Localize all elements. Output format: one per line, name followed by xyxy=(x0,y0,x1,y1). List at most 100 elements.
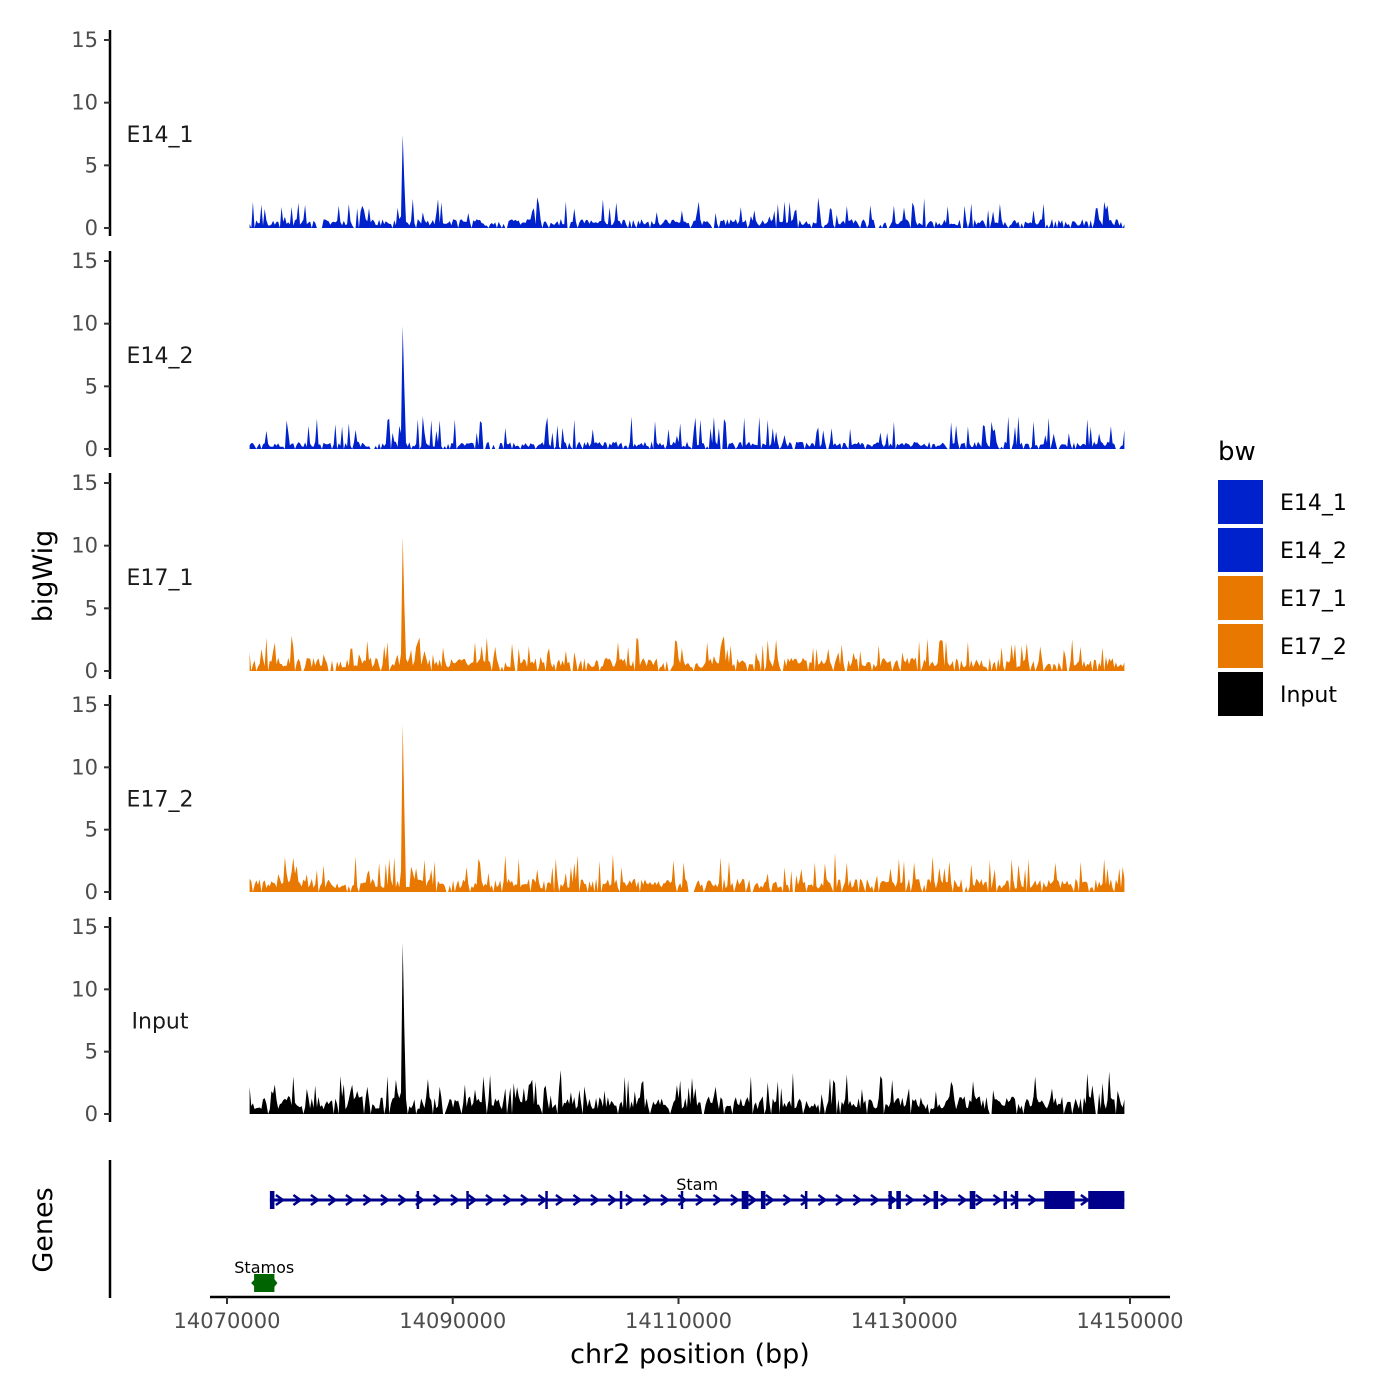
y-tick-label: 10 xyxy=(71,534,98,558)
y-tick-label: 15 xyxy=(71,693,98,717)
strand-arrow xyxy=(975,1193,986,1207)
exon xyxy=(896,1191,901,1209)
legend-swatch xyxy=(1218,576,1263,620)
legend-swatch xyxy=(1218,624,1263,668)
strand-arrow xyxy=(590,1193,601,1207)
genes-track: Stam Stamos xyxy=(108,1160,1125,1298)
strand-arrow xyxy=(1080,1193,1091,1207)
y-axis-title: bigWig xyxy=(28,530,59,623)
legend-entry: Input xyxy=(1218,672,1337,716)
strand-arrow xyxy=(380,1193,391,1207)
signal-area xyxy=(249,942,1125,1114)
y-tick-label: 0 xyxy=(85,437,98,461)
strand-arrow xyxy=(432,1193,443,1207)
y-tick-label: 15 xyxy=(71,249,98,273)
exon xyxy=(741,1191,749,1209)
track-label: E14_1 xyxy=(127,123,194,148)
y-tick-label: 5 xyxy=(85,374,98,398)
strand-arrow xyxy=(800,1193,811,1207)
y-tick-label: 15 xyxy=(71,471,98,495)
strand-arrow xyxy=(397,1193,408,1207)
exon xyxy=(1014,1191,1019,1209)
legend-entry: E17_2 xyxy=(1218,624,1347,668)
legend-swatch xyxy=(1218,672,1263,716)
exon xyxy=(545,1191,548,1209)
strand-arrow xyxy=(712,1193,723,1207)
legend-entry: E14_1 xyxy=(1218,480,1347,524)
strand-arrow xyxy=(765,1193,776,1207)
exon xyxy=(269,1191,275,1209)
y-tick-label: 15 xyxy=(71,915,98,939)
signal-area xyxy=(249,326,1125,449)
x-tick-label: 14110000 xyxy=(625,1309,732,1333)
exon xyxy=(933,1191,939,1209)
track-e14-1: 0 5 10 15 E14_1 xyxy=(71,28,1125,240)
track-e14-2: 0 5 10 15 E14_2 xyxy=(71,249,1125,461)
strand-arrow xyxy=(292,1193,303,1207)
strand-arrow xyxy=(572,1193,583,1207)
y-tick-label: 10 xyxy=(71,977,98,1001)
y-tick-label: 0 xyxy=(85,880,98,904)
strand-arrow xyxy=(275,1193,286,1207)
track-label: Input xyxy=(132,1010,189,1035)
genes-axis-title: Genes xyxy=(28,1187,59,1272)
strand-arrow xyxy=(362,1193,373,1207)
track-input: 0 5 10 15 Input xyxy=(71,915,1125,1126)
strand-arrow xyxy=(957,1193,968,1207)
strand-arrow xyxy=(905,1193,916,1207)
y-tick-label: 0 xyxy=(85,659,98,683)
strand-arrow xyxy=(310,1193,321,1207)
strand-arrow xyxy=(660,1193,671,1207)
strand-arrow xyxy=(607,1193,618,1207)
strand-arrow xyxy=(450,1193,461,1207)
strand-arrow xyxy=(922,1193,933,1207)
legend-label: E14_1 xyxy=(1280,491,1347,516)
exon xyxy=(760,1191,766,1209)
legend-label: E17_1 xyxy=(1280,587,1347,612)
strand-arrow xyxy=(730,1193,741,1207)
strand-arrow xyxy=(992,1193,1003,1207)
legend-label: Input xyxy=(1280,683,1337,708)
y-tick-label: 5 xyxy=(85,1040,98,1064)
y-tick-label: 10 xyxy=(71,91,98,115)
y-tick-label: 5 xyxy=(85,596,98,620)
strand-arrow xyxy=(747,1193,758,1207)
signal-area xyxy=(249,724,1125,892)
exon xyxy=(619,1191,623,1209)
strand-arrow xyxy=(852,1193,863,1207)
signal-area xyxy=(249,536,1125,671)
legend-entry: E17_1 xyxy=(1218,576,1347,620)
y-tick-label: 5 xyxy=(85,818,98,842)
strand-arrow xyxy=(327,1193,338,1207)
strand-arrow xyxy=(555,1193,566,1207)
strand-arrow xyxy=(1027,1193,1038,1207)
legend-label: E17_2 xyxy=(1280,635,1347,660)
gene-stam: Stam xyxy=(269,1175,1125,1209)
legend: bw E14_1 E14_2 E17_1 E17_2 Input xyxy=(1218,437,1347,716)
signal-tracks: 0 5 10 15 E14_1 0 5 10 15 E14_2 0 5 10 15 E17_1 0 5 10 15 E… xyxy=(71,28,1125,1126)
exon xyxy=(416,1191,420,1209)
strand-arrow xyxy=(870,1193,881,1207)
strand-arrow xyxy=(782,1193,793,1207)
strand-arrow xyxy=(695,1193,706,1207)
exon xyxy=(466,1191,469,1209)
track-e17-1: 0 5 10 15 E17_1 xyxy=(71,471,1125,683)
exon xyxy=(680,1191,684,1209)
exon xyxy=(804,1191,808,1209)
exon xyxy=(1088,1191,1125,1209)
y-tick-label: 0 xyxy=(85,1102,98,1126)
y-tick-label: 0 xyxy=(85,216,98,240)
strand-arrow xyxy=(677,1193,688,1207)
legend-swatch xyxy=(1218,480,1263,524)
legend-label: E14_2 xyxy=(1280,539,1347,564)
strand-arrow xyxy=(642,1193,653,1207)
y-tick-label: 5 xyxy=(85,153,98,177)
track-label: E17_1 xyxy=(127,566,194,591)
legend-entry: E14_2 xyxy=(1218,528,1347,572)
legend-title: bw xyxy=(1218,437,1256,467)
y-tick-label: 10 xyxy=(71,755,98,779)
exon xyxy=(1044,1191,1075,1209)
strand-arrow xyxy=(940,1193,951,1207)
legend-swatch xyxy=(1218,528,1263,572)
